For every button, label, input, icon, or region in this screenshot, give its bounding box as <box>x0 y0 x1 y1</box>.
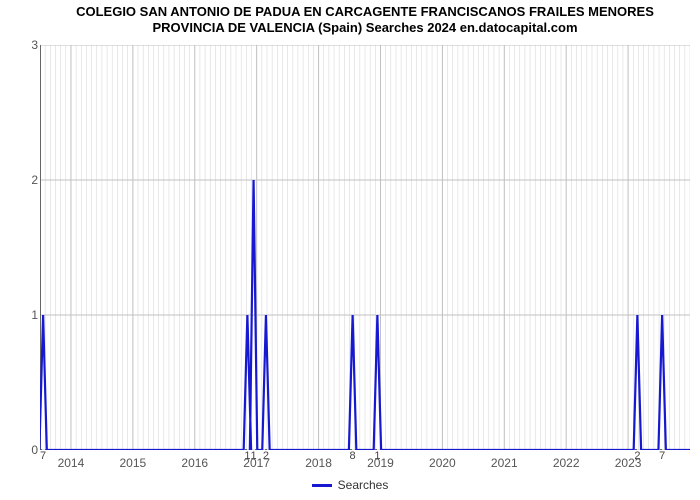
chart-svg <box>40 45 690 450</box>
legend: Searches <box>0 478 700 492</box>
spike-label: 1 <box>251 450 257 462</box>
y-tick-label: 1 <box>31 308 38 322</box>
spike-label: 8 <box>350 450 356 462</box>
spike-label: 7 <box>40 450 46 462</box>
x-tick-label: 2016 <box>181 456 208 470</box>
chart-plot-area <box>40 45 690 450</box>
x-tick-label: 2019 <box>367 456 394 470</box>
x-tick-label: 2014 <box>58 456 85 470</box>
minor-grid <box>40 45 690 450</box>
legend-label: Searches <box>338 478 389 492</box>
y-tick-label: 0 <box>31 443 38 457</box>
legend-swatch <box>312 484 332 487</box>
spike-label: 1 <box>374 450 380 462</box>
spike-label: 7 <box>659 450 665 462</box>
x-tick-label: 2018 <box>305 456 332 470</box>
x-tick-label: 2021 <box>491 456 518 470</box>
chart-title: COLEGIO SAN ANTONIO DE PADUA EN CARCAGEN… <box>40 4 690 37</box>
x-tick-label: 2022 <box>553 456 580 470</box>
spike-label: 2 <box>634 450 640 462</box>
spike-label: 2 <box>263 450 269 462</box>
y-tick-label: 2 <box>31 173 38 187</box>
y-tick-label: 3 <box>31 38 38 52</box>
x-tick-label: 2020 <box>429 456 456 470</box>
x-tick-label: 2015 <box>119 456 146 470</box>
